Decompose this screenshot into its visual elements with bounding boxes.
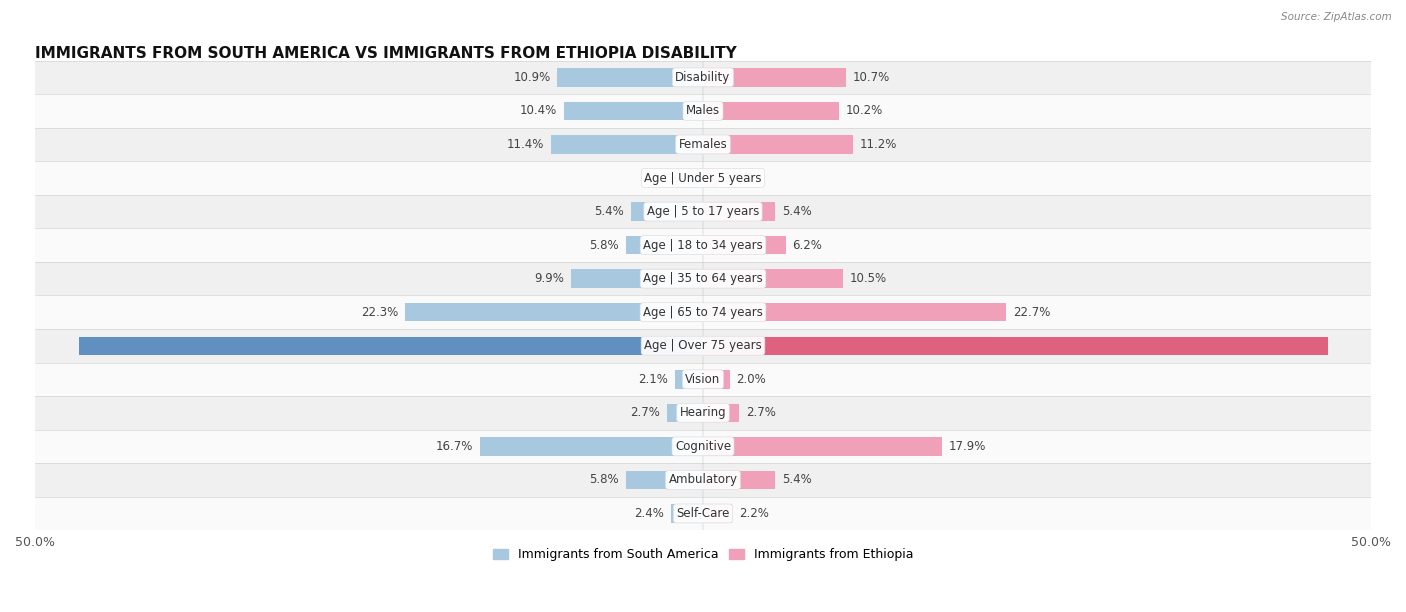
Legend: Immigrants from South America, Immigrants from Ethiopia: Immigrants from South America, Immigrant… — [488, 543, 918, 566]
Text: Age | Under 5 years: Age | Under 5 years — [644, 171, 762, 184]
Bar — [703, 102, 839, 120]
Bar — [703, 471, 775, 489]
Text: Disability: Disability — [675, 71, 731, 84]
Bar — [557, 68, 703, 86]
Bar — [35, 195, 1371, 228]
Text: 5.8%: 5.8% — [589, 239, 619, 252]
Bar — [479, 437, 703, 455]
Bar — [631, 203, 703, 221]
Bar — [688, 169, 703, 187]
Text: 2.0%: 2.0% — [737, 373, 766, 386]
Text: 10.5%: 10.5% — [851, 272, 887, 285]
Text: 5.8%: 5.8% — [589, 474, 619, 487]
Text: 10.2%: 10.2% — [846, 105, 883, 118]
Bar — [626, 471, 703, 489]
Bar — [703, 135, 852, 154]
Bar — [703, 203, 775, 221]
Text: 1.2%: 1.2% — [651, 171, 681, 184]
Bar — [35, 396, 1371, 430]
Bar — [703, 303, 1007, 321]
Text: 17.9%: 17.9% — [949, 440, 986, 453]
Bar — [703, 504, 733, 523]
Text: Age | 35 to 64 years: Age | 35 to 64 years — [643, 272, 763, 285]
Text: 10.7%: 10.7% — [852, 71, 890, 84]
Text: Ambulatory: Ambulatory — [668, 474, 738, 487]
Text: 46.8%: 46.8% — [679, 339, 717, 353]
Bar — [571, 269, 703, 288]
Bar — [35, 497, 1371, 530]
Text: 2.7%: 2.7% — [745, 406, 776, 419]
Text: 1.1%: 1.1% — [724, 171, 754, 184]
Bar — [626, 236, 703, 255]
Text: 22.3%: 22.3% — [361, 305, 398, 319]
Text: 9.9%: 9.9% — [534, 272, 564, 285]
Text: Females: Females — [679, 138, 727, 151]
Bar — [703, 370, 730, 389]
Bar — [551, 135, 703, 154]
Text: Self-Care: Self-Care — [676, 507, 730, 520]
Text: 5.4%: 5.4% — [595, 205, 624, 218]
Text: 10.4%: 10.4% — [520, 105, 557, 118]
Text: Age | 5 to 17 years: Age | 5 to 17 years — [647, 205, 759, 218]
Text: 16.7%: 16.7% — [436, 440, 474, 453]
Bar — [703, 269, 844, 288]
Bar — [35, 94, 1371, 128]
Text: 11.2%: 11.2% — [859, 138, 897, 151]
Text: 46.7%: 46.7% — [689, 339, 727, 353]
Bar — [703, 236, 786, 255]
Bar — [35, 161, 1371, 195]
Bar — [703, 403, 740, 422]
Text: Source: ZipAtlas.com: Source: ZipAtlas.com — [1281, 12, 1392, 22]
Text: Cognitive: Cognitive — [675, 440, 731, 453]
Text: Age | 65 to 74 years: Age | 65 to 74 years — [643, 305, 763, 319]
Text: 5.4%: 5.4% — [782, 205, 811, 218]
Text: 6.2%: 6.2% — [793, 239, 823, 252]
Text: 2.2%: 2.2% — [740, 507, 769, 520]
Bar — [703, 337, 1329, 355]
Bar — [703, 169, 717, 187]
Text: 11.4%: 11.4% — [506, 138, 544, 151]
Bar — [35, 61, 1371, 94]
Bar — [35, 362, 1371, 396]
Bar — [35, 329, 1371, 362]
Text: 5.4%: 5.4% — [782, 474, 811, 487]
Bar — [79, 337, 703, 355]
Text: 22.7%: 22.7% — [1012, 305, 1050, 319]
Text: 10.9%: 10.9% — [513, 71, 551, 84]
Bar — [671, 504, 703, 523]
Text: 2.1%: 2.1% — [638, 373, 668, 386]
Text: Age | 18 to 34 years: Age | 18 to 34 years — [643, 239, 763, 252]
Text: Hearing: Hearing — [679, 406, 727, 419]
Bar — [35, 430, 1371, 463]
Bar — [666, 403, 703, 422]
Bar — [564, 102, 703, 120]
Bar — [675, 370, 703, 389]
Text: Males: Males — [686, 105, 720, 118]
Bar — [35, 463, 1371, 497]
Text: 2.4%: 2.4% — [634, 507, 664, 520]
Bar — [35, 296, 1371, 329]
Text: IMMIGRANTS FROM SOUTH AMERICA VS IMMIGRANTS FROM ETHIOPIA DISABILITY: IMMIGRANTS FROM SOUTH AMERICA VS IMMIGRA… — [35, 46, 737, 61]
Bar — [35, 262, 1371, 296]
Bar — [703, 68, 846, 86]
Bar — [405, 303, 703, 321]
Text: Age | Over 75 years: Age | Over 75 years — [644, 339, 762, 353]
Bar — [703, 437, 942, 455]
Text: Vision: Vision — [685, 373, 721, 386]
Text: 2.7%: 2.7% — [630, 406, 661, 419]
Bar — [35, 228, 1371, 262]
Bar — [35, 128, 1371, 161]
